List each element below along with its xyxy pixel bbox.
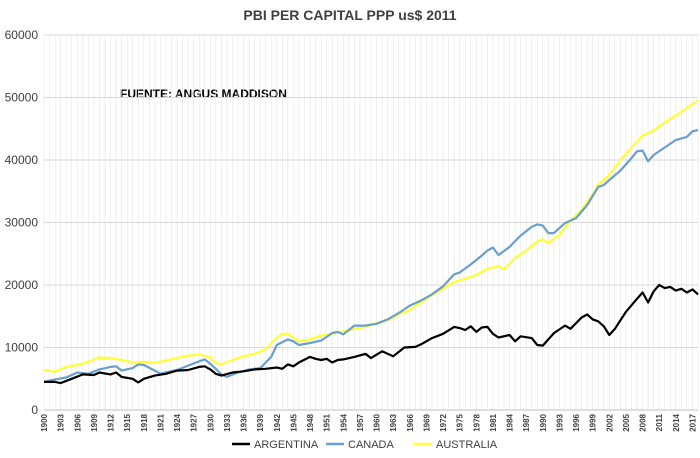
legend-label: ARGENTINA bbox=[254, 439, 319, 451]
x-tick-label: 1924 bbox=[173, 413, 182, 431]
y-tick-label: 50000 bbox=[5, 91, 39, 105]
chart-title: PBI PER CAPITAL PPP us$ 2011 bbox=[243, 7, 456, 23]
series-lines bbox=[43, 99, 699, 385]
gridlines bbox=[43, 34, 699, 411]
x-tick-label: 1903 bbox=[57, 413, 66, 431]
x-tick-label: 1978 bbox=[472, 413, 481, 431]
legend-label: AUSTRALIA bbox=[436, 439, 498, 451]
y-tick-label: 20000 bbox=[5, 278, 39, 292]
x-tick-label: 1942 bbox=[273, 413, 282, 431]
x-tick-label: 1969 bbox=[422, 413, 431, 431]
x-tick-label: 2017 bbox=[688, 413, 697, 431]
y-tick-label: 30000 bbox=[5, 216, 39, 230]
y-tick-label: 40000 bbox=[5, 153, 39, 167]
legend-label: CANADA bbox=[348, 439, 395, 451]
y-tick-label: 60000 bbox=[5, 28, 39, 42]
x-tick-label: 2005 bbox=[622, 413, 631, 431]
x-tick-label: 2008 bbox=[639, 413, 648, 431]
x-tick-label: 1936 bbox=[240, 413, 249, 431]
x-tick-label: 1975 bbox=[456, 413, 465, 431]
x-tick-label: 2002 bbox=[605, 413, 614, 431]
x-tick-label: 1996 bbox=[572, 413, 581, 431]
x-tick-label: 1939 bbox=[256, 413, 265, 431]
x-tick-label: 1993 bbox=[555, 413, 564, 431]
x-tick-label: 1999 bbox=[589, 413, 598, 431]
x-tick-label: 1930 bbox=[206, 413, 215, 431]
y-axis-ticks: 0 10000 20000 30000 40000 50000 60000 bbox=[5, 28, 39, 417]
x-axis-ticks: 1900 1903 1906 1909 1912 1915 1918 1921 1924 1927… bbox=[40, 413, 697, 431]
series-line-argentina bbox=[44, 283, 699, 385]
x-tick-label: 1990 bbox=[539, 413, 548, 431]
legend: ARGENTINA CANADA AUSTRALIA bbox=[232, 439, 498, 451]
x-tick-label: 1948 bbox=[306, 413, 315, 431]
y-tick-label: 10000 bbox=[5, 341, 39, 355]
x-tick-label: 1972 bbox=[439, 413, 448, 431]
x-tick-label: 1906 bbox=[73, 413, 82, 431]
x-tick-label: 1987 bbox=[522, 413, 531, 431]
x-tick-label: 1984 bbox=[506, 413, 515, 431]
series-line-canada bbox=[43, 128, 699, 383]
x-tick-label: 1915 bbox=[123, 413, 132, 431]
x-tick-label: 1945 bbox=[289, 413, 298, 431]
x-tick-label: 2014 bbox=[672, 413, 681, 431]
x-tick-label: 1966 bbox=[406, 413, 415, 431]
x-tick-label: 1909 bbox=[90, 413, 99, 431]
y-tick-label: 0 bbox=[31, 403, 38, 417]
x-tick-label: 1954 bbox=[339, 413, 348, 431]
x-tick-label: 1960 bbox=[373, 413, 382, 431]
x-tick-label: 1933 bbox=[223, 413, 232, 431]
x-tick-label: 1918 bbox=[140, 413, 149, 431]
x-tick-label: 1900 bbox=[40, 413, 49, 431]
x-tick-label: 1957 bbox=[356, 413, 365, 431]
x-tick-label: 1921 bbox=[156, 413, 165, 431]
x-tick-label: 1981 bbox=[489, 413, 498, 431]
x-tick-label: 1912 bbox=[107, 413, 116, 431]
x-tick-label: 1963 bbox=[389, 413, 398, 431]
x-tick-label: 2011 bbox=[655, 413, 664, 431]
x-tick-label: 1951 bbox=[323, 413, 332, 431]
x-tick-label: 1927 bbox=[190, 413, 199, 431]
source-annotation: FUENTE: ANGUS MADDISON bbox=[120, 87, 287, 101]
